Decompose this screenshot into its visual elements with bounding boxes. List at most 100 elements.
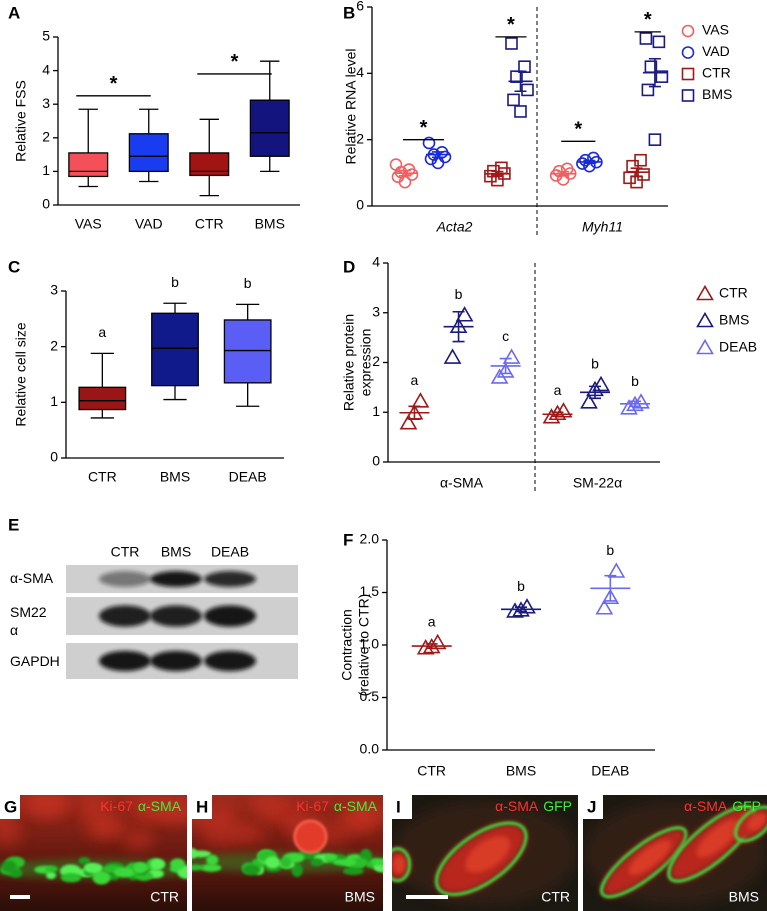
ki67-positive-nucleus [293,819,328,854]
legend-marker [681,46,695,59]
smooth-muscle-cell [1,860,17,873]
smooth-muscle-cell [332,858,351,866]
point [637,168,650,181]
panel-label: E [8,515,19,534]
point [428,633,447,650]
smooth-muscle-cell [192,864,205,871]
nucleus-glow [122,828,155,850]
y-tick-label: 0.5 [360,688,380,704]
point [634,153,647,167]
stain-labels: α-SMA GFP [495,798,572,814]
y-tick-label: 0.0 [360,741,380,757]
cell-nucleus [747,813,767,831]
condition-label: CTR [150,889,179,905]
nucleus-glow [0,821,23,846]
point [521,83,534,97]
x-tick-label: BMS [160,469,190,485]
y-tick-label: 4 [372,254,380,270]
x-tick-label: DEAB [591,763,629,779]
smooth-muscle-cell [60,873,82,883]
significance-letter: b [455,286,463,302]
panel-label: B [343,3,355,22]
panel-label: H [196,797,208,816]
box [151,312,199,387]
smooth-muscle-cell [371,858,383,866]
point [595,599,614,615]
y-tick-label: 1 [372,403,380,419]
micrograph: α-SMA GFP BMS J [583,795,767,911]
micrograph: Ki-67 α-SMA CTR G [0,795,187,911]
y-tick-label: 2 [42,129,50,145]
condition-label: CTR [541,889,570,905]
panel-label-box [583,795,603,819]
blot-band [150,605,202,627]
point [411,392,430,408]
group-label: Myh11 [582,219,623,235]
point [402,163,416,176]
y-tick-label: 1.0 [360,636,380,652]
nucleus-glow [155,796,187,823]
error-bar [491,170,504,177]
legend-marker [681,89,695,102]
error-bar [551,411,564,418]
y-tick-label: 0 [50,449,58,465]
error-bar [399,169,411,177]
y-tick-label: 0 [372,453,380,469]
significance-letter: b [517,578,525,594]
legend-label: DEAB [719,339,757,355]
point [648,133,662,146]
smooth-muscle-cell [78,857,91,865]
blot-band [99,571,151,587]
panel-label: F [343,530,353,549]
blot-band [204,571,256,587]
legend-label: BMS [702,86,732,102]
panel-label-box [192,795,212,819]
error-bar [452,310,465,343]
point [655,70,669,83]
point [580,393,598,409]
point [518,60,531,74]
point [455,306,474,322]
y-tick-label: 3 [372,303,380,319]
panel-label: C [8,257,20,276]
point [506,602,524,618]
significance-letter: b [631,373,639,389]
x-tick-label: VAS [75,216,102,232]
row-label: α-SMA [10,570,54,586]
error-bar [499,357,512,375]
significance-letter: b [171,274,179,290]
lane-label: CTR [111,544,140,560]
smooth-muscle-cell [310,858,324,867]
significance-mark: * [420,117,428,139]
y-tick-label: 2 [372,353,380,369]
smooth-muscle-cell [45,865,58,873]
panel-label: A [8,3,20,22]
stain-label: α-SMA [334,798,378,814]
error-bar [648,57,661,88]
x-tick-label: CTR [88,469,117,485]
significance-letter: c [502,328,509,344]
micrograph: α-SMA GFP CTR I [392,795,578,911]
cell-membrane [734,805,767,843]
point [592,375,610,392]
y-tick-label: 0 [356,197,364,213]
stain-label: Ki-67 [296,798,329,814]
point [399,414,418,430]
stain-labels: Ki-67 α-SMA [296,798,377,814]
legend-marker [696,311,714,328]
point [502,348,521,364]
x-tick-label: CTR [195,216,224,232]
smooth-muscle-cell [92,870,111,885]
significance-mark: * [507,14,515,36]
legend-label: VAD [702,43,730,59]
legend-marker [681,67,695,81]
x-tick-label: BMS [506,763,536,779]
error-bar [583,159,596,165]
nucleus-glow [248,795,282,818]
group-label: SM-22α [573,475,622,491]
blot-band [99,605,151,627]
stain-labels: Ki-67 α-SMA [100,798,181,814]
y-tick-label: 1.5 [360,583,380,599]
cell-nucleus [696,819,740,858]
x-tick-label: VAD [135,216,163,232]
